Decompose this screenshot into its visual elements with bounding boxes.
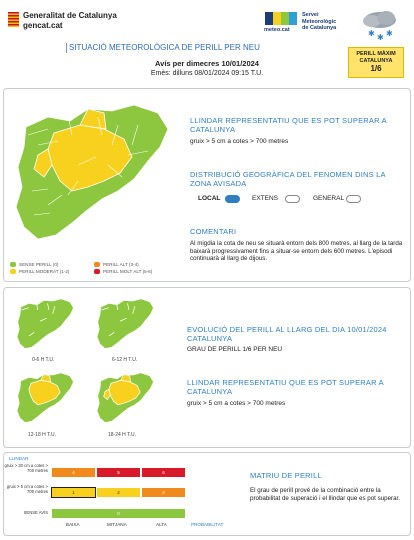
matrix-panel: LLINDAR gruix > 20 cm a cotes > 700 metr… — [3, 452, 411, 536]
header: Generalitat de Catalunya gencat.cat mete… — [0, 0, 414, 88]
distribution-option-general-label: GENERAL — [313, 195, 345, 202]
distribution-option-extens-toggle[interactable] — [285, 195, 300, 203]
comment-title: COMENTARI — [190, 227, 237, 236]
snow-cloud-icon: ✱ ✱ ✱ — [363, 11, 396, 42]
matrix-row-label: gruix > 20 cm a cotes > 700 metres — [4, 463, 48, 473]
max-danger-badge: PERILL MÀXIM CATALUNYA 1/6 — [348, 47, 404, 78]
threshold-title-2: LLINDAR REPRESENTATIU QUE ES POT SUPERAR… — [187, 378, 384, 396]
distribution-option-extens-label: EXTENS — [252, 195, 279, 202]
matrix-col-label: MITJANA — [107, 522, 127, 527]
svg-text:✱: ✱ — [368, 29, 375, 38]
map-caption: 18-24 H T.U. — [108, 432, 136, 438]
svg-text:✱: ✱ — [386, 29, 393, 38]
matrix-llindar-label: LLINDAR — [9, 456, 29, 461]
map-caption: 12-18 H T.U. — [28, 432, 56, 438]
legend-item: PERILL MODERAT (1-2) — [10, 269, 69, 275]
matrix-row-label: gruix > 5 cm a cotes > 700 metres — [6, 484, 48, 494]
matrix-row-label: SENSE AVÍS — [23, 510, 48, 515]
evolution-panel: 0-6 H T.U. 6-12 H T.U. 12-18 H T.U. 18-2… — [3, 287, 411, 448]
map-18-24h — [96, 372, 154, 424]
matrix-col-label: ALTA — [156, 522, 167, 527]
matrix-col-label: BAIXA — [66, 522, 80, 527]
map-0-6h — [16, 298, 74, 350]
main-forecast-panel: SENSE PERILL (0) PERILL MODERAT (1-2) PE… — [3, 88, 411, 282]
matrix-cell: 2 — [96, 487, 141, 498]
matrix-cell: 5 — [96, 467, 141, 478]
comment-text: Al migdia la cota de neu se situarà ento… — [190, 240, 403, 263]
evolution-title: EVOLUCIÓ DEL PERILL AL LLARG DEL DIA 10/… — [187, 325, 387, 343]
matrix-cell: 6 — [141, 467, 186, 478]
map-caption: 0-6 H T.U. — [32, 357, 55, 363]
threshold-title: LLINDAR REPRESENTATIU QUE ES POT SUPERAR… — [190, 116, 387, 134]
page-title: SITUACIÓ METEOROLÒGICA DE PERILL PER NEU — [66, 43, 336, 53]
matrix-axis-label: PROBABILITAT — [191, 522, 224, 527]
org-name: Generalitat de Catalunya — [23, 11, 117, 20]
svg-text:✱: ✱ — [377, 33, 384, 42]
map-caption: 6-12 H T.U. — [112, 357, 138, 363]
avis-date: Avís per dimecres 10/01/2024 — [155, 59, 259, 68]
matrix-cell: 3 — [141, 487, 186, 498]
legend-item: SENSE PERILL (0) — [10, 262, 58, 268]
threshold-value: gruix > 5 cm a cotes > 700 metres — [190, 138, 289, 145]
matrix-cell-highlighted: 1 — [51, 487, 96, 498]
smc-name: Servei Meteorològic de Catalunya — [302, 12, 337, 31]
issued-date: Emès: dilluns 08/01/2024 09:15 T.U. — [150, 70, 264, 77]
distribution-option-local-label: LOCAL — [198, 195, 221, 202]
threshold-value-2: gruix > 5 cm a cotes > 700 metres — [187, 400, 286, 407]
matrix-cell: 4 — [51, 467, 96, 478]
distribution-option-general-toggle[interactable] — [346, 195, 361, 203]
meteo-label: meteo.cat — [264, 27, 290, 33]
distribution-option-local-toggle[interactable] — [225, 195, 240, 203]
map-6-12h — [96, 298, 154, 350]
legend-item: PERILL ALT (3-4) — [94, 262, 139, 268]
matrix-title: MATRIU DE PERILL — [250, 471, 322, 480]
matrix-cell: 0 — [51, 508, 186, 519]
meteocat-logo-icon — [265, 12, 297, 36]
generalitat-logo-icon — [8, 12, 19, 27]
evolution-value: GRAU DE PERILL 1/6 PER NEU — [187, 346, 283, 353]
distribution-title: DISTRIBUCIÓ GEOGRÀFICA DEL FENOMEN DINS … — [190, 170, 386, 188]
map-12-18h — [16, 372, 74, 424]
matrix-description: El grau de perill prové de la combinació… — [250, 487, 400, 502]
legend-item: PERILL MOLT ALT (5-6) — [94, 269, 152, 275]
org-site: gencat.cat — [23, 21, 63, 30]
catalonia-danger-map — [15, 104, 169, 240]
